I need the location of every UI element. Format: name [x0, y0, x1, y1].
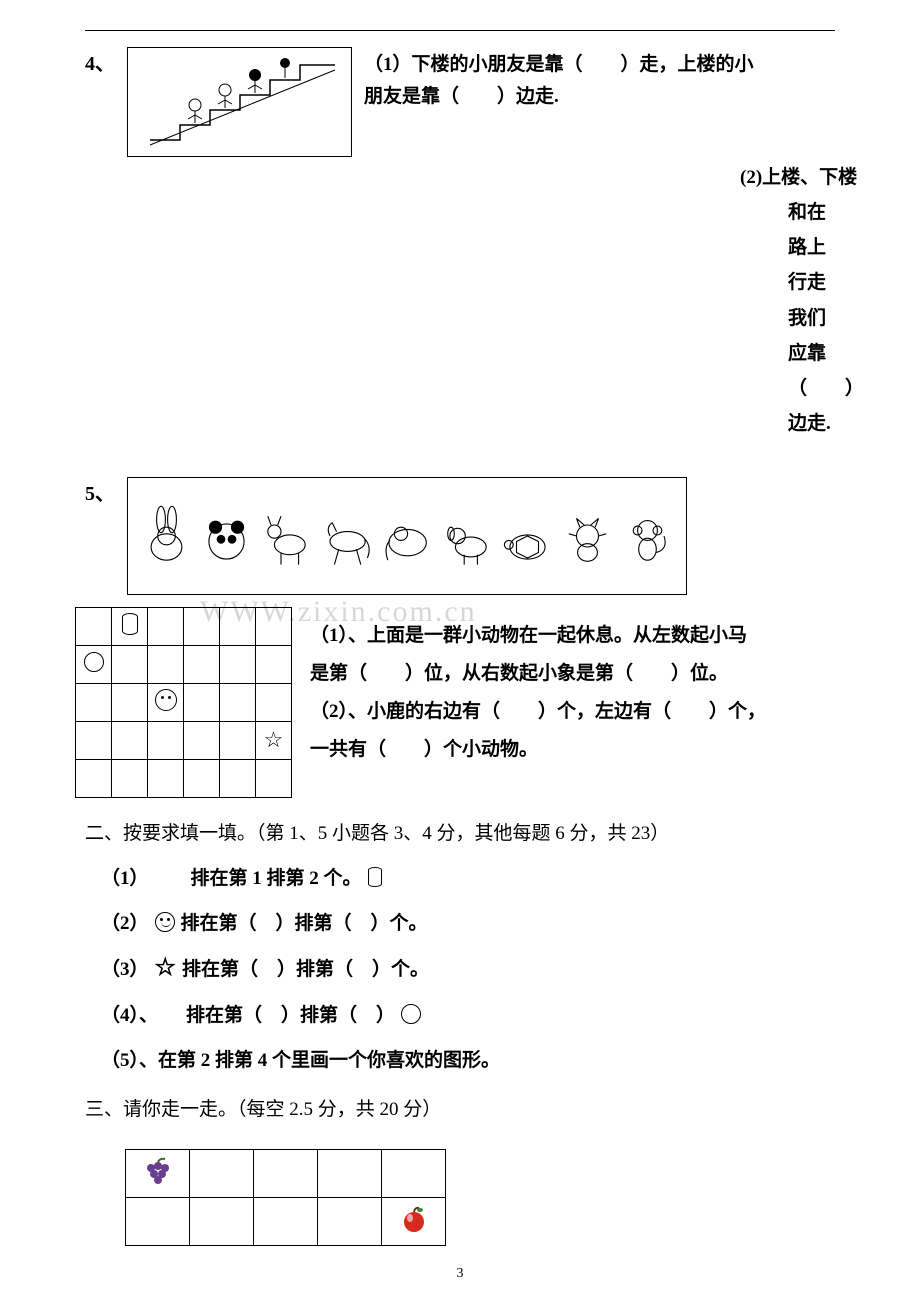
q5-t3: （2）、小鹿的右边有（ ）个，左边有（ ）个， [310, 693, 835, 731]
smile-icon [155, 912, 175, 932]
q4-line2: 朋友是靠（ ）边走. [364, 81, 835, 113]
grapes-icon [141, 1156, 175, 1186]
animal-elephant [379, 501, 434, 571]
smile-icon [155, 689, 177, 711]
q4-s2f: 应靠 [740, 336, 865, 371]
q4-s2g: （ ） [740, 371, 865, 406]
q4-sub2: (2)上楼、下楼 和在 路上 行走 我们 应靠 （ ） 边走. [740, 160, 865, 441]
q4-image-box [127, 47, 352, 157]
animal-rabbit [139, 501, 194, 571]
sec2-l2b: 排在第（ ）排第（ ）个。 [181, 908, 428, 935]
section-2: 二、按要求填一填。（第 1、5 小题各 3、4 分，其他每题 6 分，共 23）… [85, 818, 835, 1072]
q5-text: （1）、上面是一群小动物在一起休息。从左数起小马 是第（ ）位，从右数起小象是第… [310, 607, 835, 769]
animal-panda [199, 501, 254, 571]
question-5: 5、 ☆ （1）、上面是一群小动物在一起休 [85, 477, 835, 798]
animal-deer [259, 501, 314, 571]
sec2-l4a: （4）、 [101, 1000, 158, 1027]
q5-t4: 一共有（ ）个小动物。 [310, 731, 835, 769]
sec3-head: 三、请你走一走。（每空 2.5 分，共 20 分） [85, 1094, 835, 1121]
q4-s2e: 我们 [740, 301, 865, 336]
sec2-line5: （5）、在第 2 排第 4 个里画一个你喜欢的图形。 [101, 1045, 835, 1072]
sec2-l1b: 排在第 1 排第 2 个。 [191, 863, 362, 890]
sec2-l3a: （3） [101, 954, 149, 981]
circle-icon [84, 652, 104, 672]
q4-s2h: 边走. [740, 406, 865, 441]
sec2-l2a: （2） [101, 908, 149, 935]
question-4: 4、 （1）下楼的小朋友是靠（ ）走，上楼的小 朋友是靠（ ）边走. [85, 47, 835, 157]
q4-s2c: 路上 [740, 230, 865, 265]
q4-line1: （1）下楼的小朋友是靠（ ）走，上楼的小 [364, 49, 835, 81]
q5-t2: 是第（ ）位，从右数起小象是第（ ）位。 [310, 655, 835, 693]
sec2-l4b: 排在第（ ）排第（ ） [186, 1000, 395, 1027]
fruit-grid [125, 1149, 446, 1246]
sec2-head: 二、按要求填一填。（第 1、5 小题各 3、4 分，其他每题 6 分，共 23） [85, 818, 835, 845]
animal-horse [319, 501, 374, 571]
q4-s2b: 和在 [740, 195, 865, 230]
sec2-l1a: （1） [101, 863, 149, 890]
star-icon: ☆ [155, 953, 177, 982]
cylinder-icon [122, 613, 138, 635]
top-rule [85, 30, 835, 31]
star-icon: ☆ [264, 727, 284, 752]
animal-monkey [620, 501, 675, 571]
q5-t1: （1）、上面是一群小动物在一起休息。从左数起小马 [310, 617, 835, 655]
page-number: 3 [0, 1266, 920, 1282]
animal-dog [440, 501, 495, 571]
circle-icon [401, 1004, 421, 1024]
sec2-l3b: 排在第（ ）排第（ ）个。 [182, 954, 429, 981]
stairs-illustration [140, 55, 340, 150]
sec2-line1: （1） 排在第 1 排第 2 个。 [101, 863, 835, 890]
section-3: 三、请你走一走。（每空 2.5 分，共 20 分） [85, 1094, 835, 1246]
q5-number: 5、 [85, 477, 115, 506]
q4-s2d: 行走 [740, 265, 865, 300]
q4-number: 4、 [85, 47, 115, 76]
q4-text: （1）下楼的小朋友是靠（ ）走，上楼的小 朋友是靠（ ）边走. [364, 47, 835, 114]
page-content: 4、 （1）下楼的小朋友是靠（ ）走，上楼的小 朋友是靠（ ）边走. 5、 [85, 30, 835, 1246]
sec2-line2: （2） 排在第（ ）排第（ ）个。 [101, 908, 835, 935]
animal-turtle [500, 501, 555, 571]
sec2-line3: （3） ☆ 排在第（ ）排第（ ）个。 [101, 953, 835, 982]
animal-cat [560, 501, 615, 571]
cylinder-icon [368, 867, 382, 887]
q4-s2a: (2)上楼、下楼 [740, 160, 865, 195]
apple-icon [399, 1204, 429, 1234]
animals-box [127, 477, 687, 595]
position-grid: ☆ [75, 607, 292, 798]
sec2-line4: （4）、 排在第（ ）排第（ ） [101, 1000, 835, 1027]
sec2-l5: （5）、在第 2 排第 4 个里画一个你喜欢的图形。 [101, 1045, 500, 1072]
